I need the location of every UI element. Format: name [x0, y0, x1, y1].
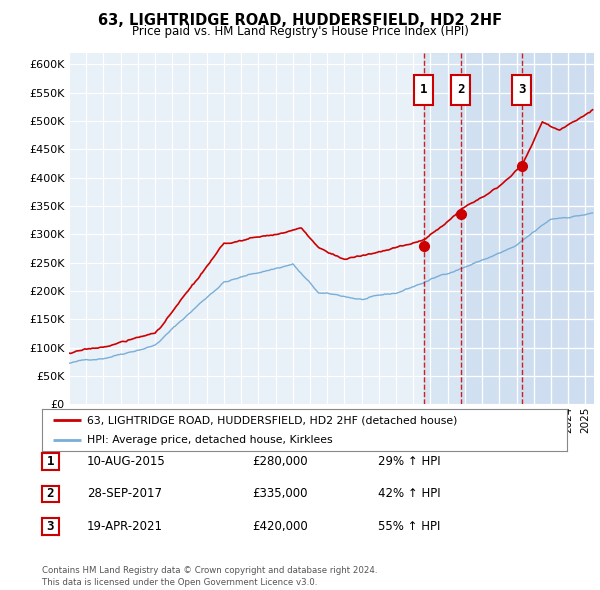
- Text: 19-APR-2021: 19-APR-2021: [87, 520, 163, 533]
- Text: Price paid vs. HM Land Registry's House Price Index (HPI): Price paid vs. HM Land Registry's House …: [131, 25, 469, 38]
- Text: £420,000: £420,000: [252, 520, 308, 533]
- Bar: [522, 53, 594, 404]
- FancyBboxPatch shape: [451, 75, 470, 105]
- Text: £335,000: £335,000: [252, 487, 308, 500]
- Text: 10-AUG-2015: 10-AUG-2015: [87, 455, 166, 468]
- Text: Contains HM Land Registry data © Crown copyright and database right 2024.
This d: Contains HM Land Registry data © Crown c…: [42, 566, 377, 587]
- Text: HPI: Average price, detached house, Kirklees: HPI: Average price, detached house, Kirk…: [86, 435, 332, 445]
- Text: £280,000: £280,000: [252, 455, 308, 468]
- FancyBboxPatch shape: [512, 75, 531, 105]
- Text: 3: 3: [47, 520, 54, 533]
- Text: 1: 1: [47, 455, 54, 468]
- Text: 63, LIGHTRIDGE ROAD, HUDDERSFIELD, HD2 2HF: 63, LIGHTRIDGE ROAD, HUDDERSFIELD, HD2 2…: [98, 13, 502, 28]
- Text: 63, LIGHTRIDGE ROAD, HUDDERSFIELD, HD2 2HF (detached house): 63, LIGHTRIDGE ROAD, HUDDERSFIELD, HD2 2…: [86, 415, 457, 425]
- Text: 1: 1: [420, 83, 428, 96]
- Bar: [461, 53, 594, 404]
- Text: 42% ↑ HPI: 42% ↑ HPI: [378, 487, 440, 500]
- Text: 2: 2: [47, 487, 54, 500]
- Text: 3: 3: [518, 83, 526, 96]
- Bar: [424, 53, 594, 404]
- FancyBboxPatch shape: [414, 75, 433, 105]
- Text: 28-SEP-2017: 28-SEP-2017: [87, 487, 162, 500]
- Text: 55% ↑ HPI: 55% ↑ HPI: [378, 520, 440, 533]
- Text: 29% ↑ HPI: 29% ↑ HPI: [378, 455, 440, 468]
- Text: 2: 2: [457, 83, 464, 96]
